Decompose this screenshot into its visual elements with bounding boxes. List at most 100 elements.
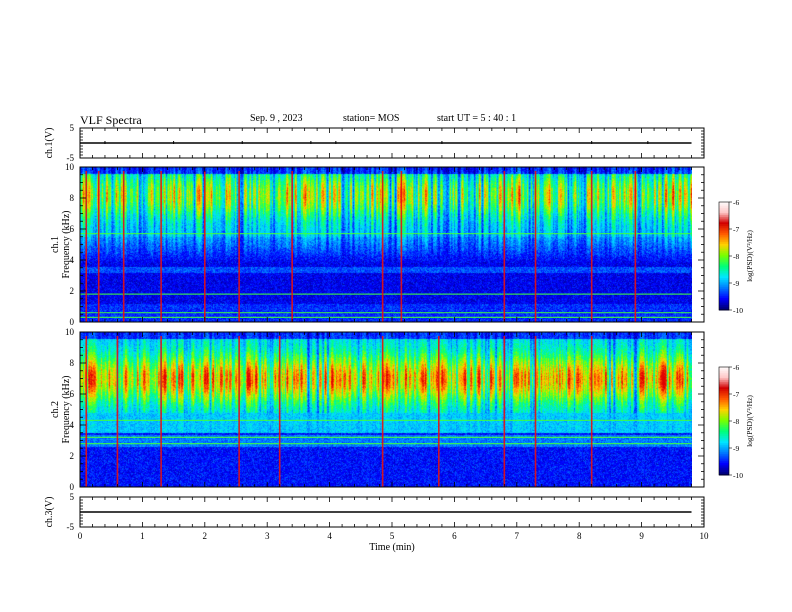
colorbar-swatch xyxy=(719,408,729,411)
y-tick-label: 10 xyxy=(65,327,75,337)
colorbar-swatch xyxy=(719,308,729,311)
colorbar-swatch xyxy=(719,229,729,232)
colorbar-swatch xyxy=(719,403,729,406)
colorbar-swatch xyxy=(719,462,729,465)
colorbar-label: log(PSD)(V²/Hz) xyxy=(745,230,754,282)
x-tick-label: 10 xyxy=(700,531,710,541)
colorbar-swatch xyxy=(719,455,729,458)
ch1-waveform-ylabel: ch.1(V) xyxy=(44,128,55,159)
colorbar-swatch xyxy=(719,406,729,409)
colorbar-swatch xyxy=(719,254,729,257)
ch1-spectrogram xyxy=(80,167,692,322)
colorbar-tick-label: -8 xyxy=(733,252,739,261)
ch1-spectrogram-ylabel-2: Frequency (kHz) xyxy=(61,210,72,278)
ch2-spectrogram-ylabel-1: ch.2 xyxy=(50,401,61,418)
x-tick-label: 9 xyxy=(639,531,644,541)
x-tick-label: 2 xyxy=(203,531,208,541)
spectrogram-images xyxy=(80,167,692,487)
colorbar-swatch xyxy=(719,430,729,433)
colorbar-swatch xyxy=(719,234,729,237)
colorbar-swatch xyxy=(719,236,729,239)
axes xyxy=(79,127,732,528)
colorbar-swatch xyxy=(719,397,729,400)
x-tick-label: 7 xyxy=(515,531,520,541)
colorbar-swatch xyxy=(719,243,729,246)
colorbar-swatch xyxy=(719,299,729,302)
y-tick-label: 4 xyxy=(70,420,75,430)
colorbar-swatch xyxy=(719,376,729,379)
x-tick-label: 4 xyxy=(327,531,332,541)
colorbar-swatch xyxy=(719,439,729,442)
colorbar-swatch xyxy=(719,419,729,422)
colorbar-swatch xyxy=(719,424,729,427)
y-tick-label: 0 xyxy=(70,317,75,327)
colorbar-swatch xyxy=(719,257,729,261)
colorbar-swatch xyxy=(719,277,729,280)
x-tick-label: 1 xyxy=(140,531,145,541)
colorbar-swatch xyxy=(719,221,729,225)
colorbar-swatch xyxy=(719,270,729,273)
colorbar-swatch xyxy=(719,274,729,277)
y-tick-label: -5 xyxy=(67,153,75,163)
y-tick-label: 5 xyxy=(70,123,75,133)
colorbar-swatch xyxy=(719,252,729,255)
station-label: station= MOS xyxy=(343,113,400,124)
colorbar-swatch xyxy=(719,399,729,402)
colorbar-swatch xyxy=(719,379,729,382)
start-time-label: start UT = 5 : 40 : 1 xyxy=(437,113,517,124)
colorbar-swatch xyxy=(719,392,729,395)
colorbar-swatch xyxy=(719,223,729,226)
colorbar-tick-label: -8 xyxy=(733,417,739,426)
colorbar-swatch xyxy=(719,395,729,399)
colorbar-swatch xyxy=(719,458,729,462)
y-tick-label: 0 xyxy=(70,482,75,492)
colorbar-swatch xyxy=(719,306,729,309)
y-tick-label: 8 xyxy=(70,358,75,368)
colorbar-label: log(PSD)(V²/Hz) xyxy=(745,395,754,447)
colorbar-swatch xyxy=(719,431,729,435)
colorbar-swatch xyxy=(719,203,729,207)
colorbar-swatch xyxy=(719,259,729,262)
colorbar-tick-label: -10 xyxy=(733,471,743,480)
colorbar-swatch xyxy=(719,415,729,418)
colorbar-swatch xyxy=(719,440,729,444)
colorbar-swatch xyxy=(719,225,729,228)
colorbar-swatch xyxy=(719,385,729,388)
colorbar-swatch xyxy=(719,394,729,397)
y-tick-label: 2 xyxy=(70,451,75,461)
colorbar-swatch xyxy=(719,433,729,436)
colorbar-swatch xyxy=(719,295,729,298)
colorbar-swatch xyxy=(719,383,729,386)
colorbar-swatch xyxy=(719,266,729,270)
colorbar-swatch xyxy=(719,471,729,474)
y-tick-label: 5 xyxy=(70,492,75,502)
colorbar-swatch xyxy=(719,293,729,297)
colorbar-swatch xyxy=(719,211,729,214)
colorbar-swatch xyxy=(719,202,729,205)
colorbar-swatch xyxy=(719,466,729,469)
colorbar-swatch xyxy=(719,467,729,471)
colorbar-swatch xyxy=(719,390,729,393)
colorbar-swatch xyxy=(719,239,729,243)
colorbar-swatch xyxy=(719,301,729,304)
colorbar-swatch xyxy=(719,453,729,456)
colorbar-swatch xyxy=(719,283,729,286)
colorbar-swatch xyxy=(719,248,729,252)
colorbar-tick-label: -9 xyxy=(733,279,739,288)
colorbar-swatch xyxy=(719,212,729,216)
x-tick-label: 6 xyxy=(452,531,457,541)
colorbar-swatch xyxy=(719,250,729,253)
colorbar-swatch xyxy=(719,404,729,408)
colorbar-swatch xyxy=(719,386,729,390)
colorbar-swatch xyxy=(719,469,729,472)
colorbar-swatch xyxy=(719,288,729,291)
y-tick-label: 6 xyxy=(70,389,75,399)
colorbar-swatch xyxy=(719,457,729,460)
colorbar-swatch xyxy=(719,417,729,420)
colorbar-swatch xyxy=(719,290,729,293)
colorbar-swatch xyxy=(719,268,729,271)
colorbar-swatch xyxy=(719,230,729,234)
colorbar-swatch xyxy=(719,279,729,282)
